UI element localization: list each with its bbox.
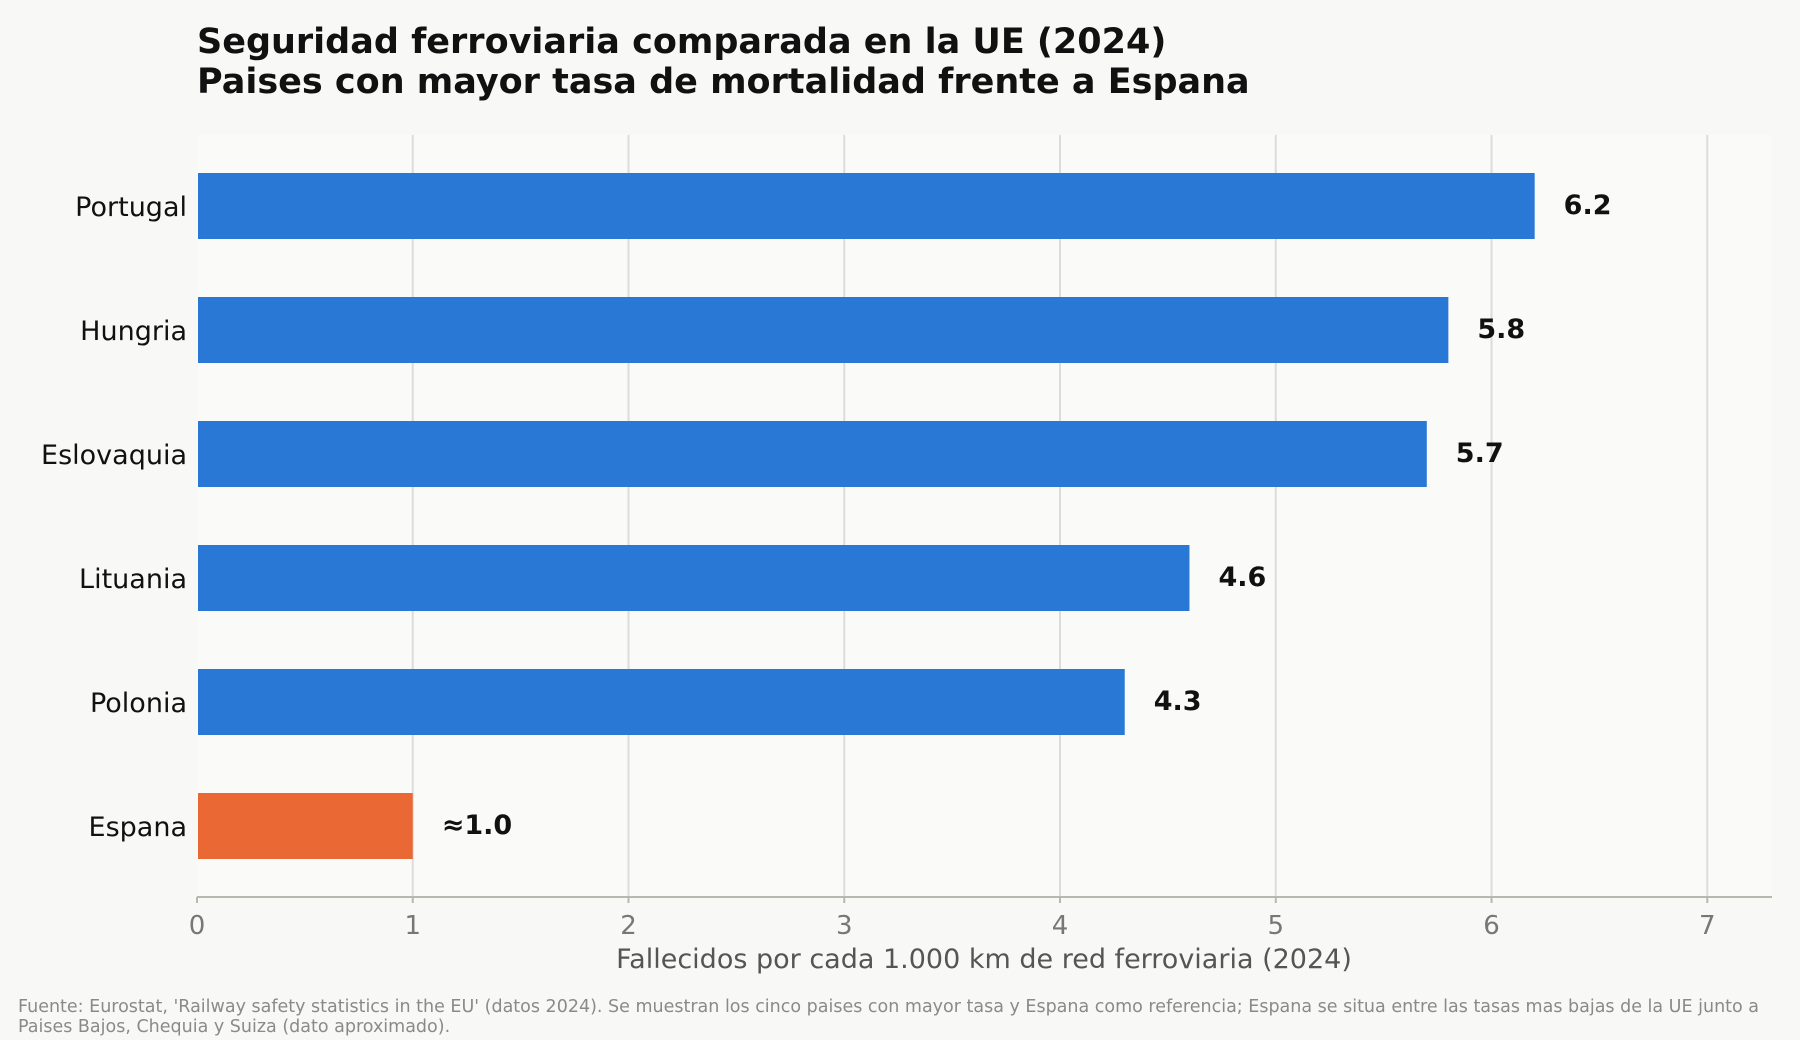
value-label: 5.7 [1456,438,1504,469]
bar-eslovaquia [198,421,1427,487]
value-label: ≈1.0 [442,810,512,841]
bar-portugal [198,173,1535,239]
x-tick-label: 6 [1483,911,1500,941]
grid-lines [196,135,1709,903]
value-label: 4.3 [1154,686,1202,717]
x-tick-label: 4 [1052,911,1069,941]
category-label: Lituania [79,564,187,595]
x-tick-label: 5 [1267,911,1284,941]
bar-chart: 0 1 2 3 4 5 6 7 Portugal 6.2 Hungria 5.8 Eslovaquia 5… [41,135,1772,975]
bar-hungria [198,297,1449,363]
labels: 0 1 2 3 4 5 6 7 Portugal 6.2 Hungria 5.8 Eslovaquia 5… [41,190,1716,941]
chart-title-line1: Seguridad ferroviaria comparada en la UE… [197,22,1167,62]
chart-title: Seguridad ferroviaria comparada en la UE… [197,22,1250,102]
x-tick-label: 3 [836,911,853,941]
bar-polonia [198,669,1125,735]
value-label: 4.6 [1218,562,1266,593]
category-label: Espana [89,812,187,843]
bar-espana [198,793,413,859]
value-label: 5.8 [1477,314,1525,345]
bar-lituania [198,545,1190,611]
x-tick-label: 1 [404,911,421,941]
chart-subtitle: Paises con mayor tasa de mortalidad fren… [197,62,1250,102]
bars [198,173,1535,859]
x-axis-title: Fallecidos por cada 1.000 km de red ferr… [616,944,1352,975]
category-label: Portugal [75,192,187,223]
x-tick-label: 2 [620,911,637,941]
x-tick-label: 7 [1699,911,1716,941]
category-label: Polonia [90,688,187,719]
plot-area [197,135,1772,897]
x-tick-label: 0 [189,911,206,941]
source-footnote: Fuente: Eurostat, 'Railway safety statis… [18,997,1760,1037]
category-label: Eslovaquia [41,440,187,471]
value-label: 6.2 [1564,190,1612,221]
category-label: Hungria [80,316,187,347]
